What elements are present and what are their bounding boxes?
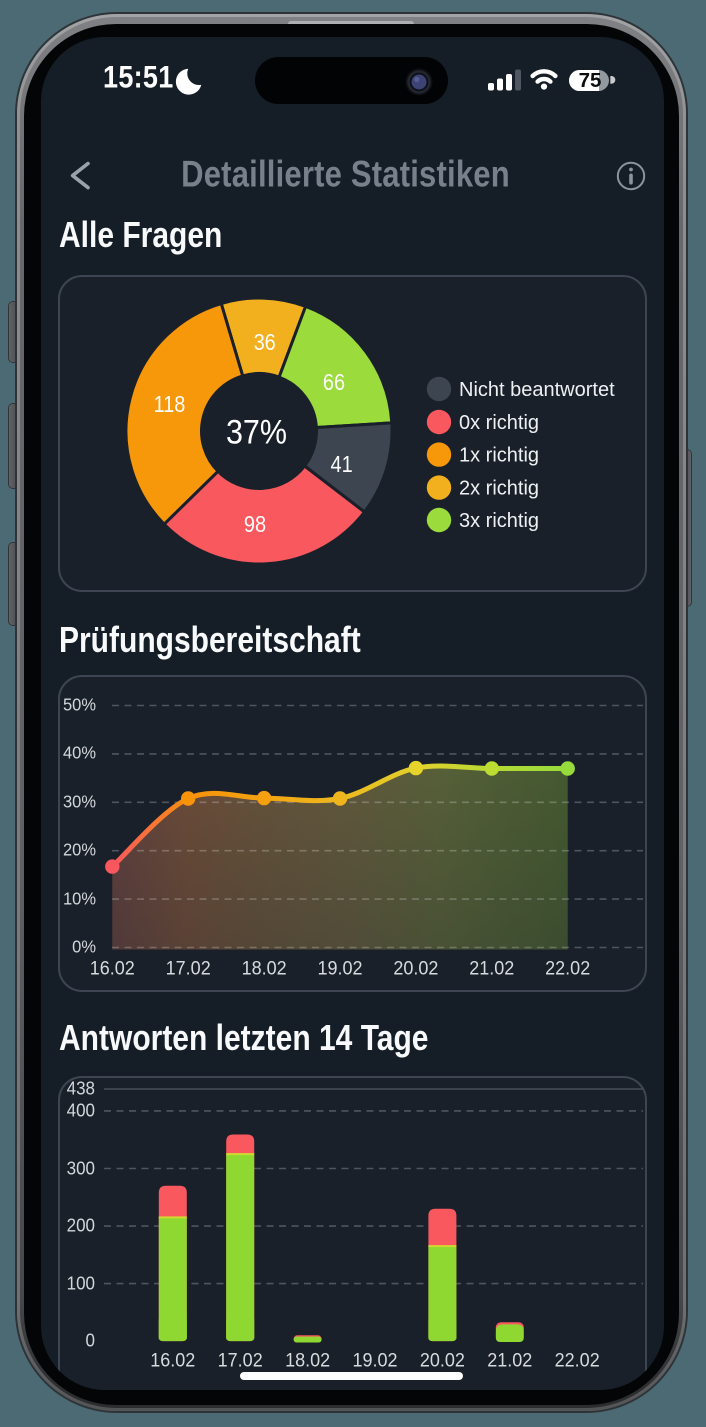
svg-text:41: 41 bbox=[330, 451, 352, 478]
svg-text:Nicht beantwortet: Nicht beantwortet bbox=[459, 379, 615, 401]
svg-text:2x richtig: 2x richtig bbox=[459, 478, 539, 500]
svg-text:66: 66 bbox=[323, 369, 345, 396]
svg-text:36: 36 bbox=[254, 329, 276, 356]
svg-text:0x richtig: 0x richtig bbox=[459, 412, 539, 434]
svg-text:3x richtig: 3x richtig bbox=[459, 510, 539, 532]
svg-text:98: 98 bbox=[244, 511, 266, 538]
svg-text:37%: 37% bbox=[226, 413, 287, 451]
svg-text:118: 118 bbox=[154, 391, 186, 418]
svg-text:75: 75 bbox=[579, 69, 602, 92]
svg-text:1x richtig: 1x richtig bbox=[459, 445, 539, 467]
